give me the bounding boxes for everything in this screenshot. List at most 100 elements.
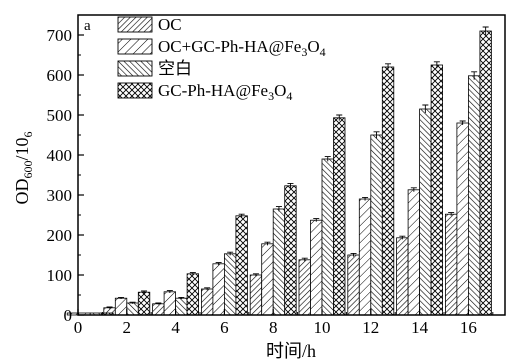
error-bar-3-5 — [336, 114, 343, 121]
error-bar-0-7 — [399, 235, 406, 240]
y-tick-label-1: 100 — [47, 266, 73, 285]
y-tick-label-6: 600 — [47, 66, 73, 85]
error-bar-3-8 — [482, 26, 489, 35]
bar-0-7 — [396, 237, 409, 316]
y-axis-ticks: 0 100 200 300 400 500 600 700 — [47, 26, 84, 325]
error-bar-3-7 — [433, 61, 440, 69]
error-bar-0-4 — [252, 273, 259, 277]
bar-0-3 — [200, 288, 214, 316]
y-tick-label-5: 500 — [47, 106, 73, 125]
bar-2-3 — [223, 253, 237, 316]
error-bar-3-3 — [238, 213, 245, 218]
bar-0-5 — [298, 259, 311, 316]
y-axis-title: OD600/106 — [12, 131, 35, 204]
legend-swatch-3 — [117, 82, 153, 99]
error-bar-2-6 — [373, 131, 380, 139]
legend-label-3: GC-Ph-HA@Fe3O4 — [158, 81, 292, 103]
error-bar-1-2 — [166, 290, 173, 293]
y-axis-title-main: OD — [12, 179, 32, 205]
legend-swatch-0 — [117, 16, 153, 33]
bar-2-6 — [370, 134, 383, 316]
legend-swatch-2 — [117, 60, 153, 77]
error-bar-2-5 — [324, 156, 331, 162]
bar-1-7 — [407, 189, 421, 316]
error-bar-1-5 — [313, 218, 320, 222]
x-tick-label-8: 16 — [460, 318, 477, 337]
error-bar-2-7 — [422, 104, 429, 113]
bar-3-6 — [381, 66, 395, 316]
y-tick-label-7: 700 — [47, 26, 73, 45]
error-bar-0-2 — [155, 302, 162, 305]
error-bar-3-6 — [385, 63, 392, 71]
legend-label-2: 空白 — [158, 59, 192, 78]
bar-2-7 — [419, 108, 432, 316]
bar-1-1 — [114, 297, 128, 316]
legend-swatch-1 — [117, 38, 153, 55]
bar-3-4 — [284, 185, 297, 316]
error-bar-0-6 — [350, 252, 357, 257]
panel-label: a — [84, 18, 91, 34]
error-bar-1-8 — [459, 120, 466, 125]
x-tick-label-2: 4 — [171, 318, 180, 337]
bar-0-2 — [152, 303, 165, 316]
y-tick-label-4: 400 — [47, 146, 73, 165]
bar-3-1 — [137, 291, 151, 316]
x-axis-title: 时间/h — [266, 341, 316, 360]
y-tick-label-3: 300 — [47, 186, 73, 205]
legend-label-1: OC+GC-Ph-HA@Fe3O4 — [158, 37, 326, 59]
x-axis-ticks: 0 2 4 6 8 10 12 14 16 — [74, 309, 494, 337]
bar-2-4 — [272, 208, 286, 316]
bar-2-1 — [126, 302, 139, 316]
x-tick-label-3: 6 — [220, 318, 229, 337]
bar-1-4 — [261, 243, 274, 316]
error-bars-layer — [106, 26, 489, 309]
error-bar-2-1 — [129, 301, 136, 304]
y-axis-title-sub: 600 — [21, 161, 35, 179]
y-tick-label-0: 0 — [64, 306, 73, 325]
error-bar-2-3 — [227, 251, 234, 256]
y-axis-title-tail: /10 — [12, 137, 32, 160]
x-tick-label-6: 12 — [362, 318, 379, 337]
error-bar-3-2 — [189, 272, 196, 275]
error-bar-0-1 — [106, 306, 113, 309]
bar-0-6 — [347, 254, 360, 316]
bar-3-3 — [235, 215, 248, 316]
bar-2-8 — [467, 75, 481, 316]
bar-3-2 — [186, 273, 200, 316]
x-tick-label-7: 14 — [411, 318, 429, 337]
x-tick-label-1: 2 — [123, 318, 132, 337]
bar-1-6 — [358, 198, 372, 316]
error-bar-0-3 — [204, 287, 211, 291]
error-bar-0-8 — [448, 212, 455, 216]
bar-1-3 — [212, 263, 225, 316]
bar-1-2 — [163, 291, 177, 316]
error-bar-2-4 — [275, 206, 282, 212]
x-tick-label-4: 8 — [269, 318, 278, 337]
bar-3-7 — [430, 64, 444, 316]
error-bar-2-2 — [178, 296, 185, 299]
error-bar-1-1 — [118, 296, 125, 299]
bar-0-8 — [444, 213, 458, 316]
bar-3-8 — [479, 30, 492, 316]
error-bar-1-7 — [410, 187, 417, 192]
bar-1-5 — [310, 219, 323, 316]
error-bar-3-4 — [287, 182, 294, 189]
bar-3-5 — [333, 117, 346, 316]
y-tick-label-2: 200 — [47, 226, 73, 245]
bar-0-4 — [249, 274, 263, 316]
bar-2-2 — [175, 297, 188, 316]
bar-1-8 — [456, 122, 469, 316]
error-bar-1-4 — [264, 241, 271, 246]
error-bar-1-6 — [362, 196, 369, 201]
error-bar-0-5 — [301, 257, 308, 262]
plot-frame — [77, 14, 506, 316]
x-tick-label-5: 10 — [314, 318, 331, 337]
error-bar-3-1 — [141, 290, 148, 294]
bar-2-5 — [321, 158, 334, 316]
legend-label-0: OC — [158, 15, 182, 34]
error-bar-2-8 — [471, 71, 478, 80]
y-axis-title-tail-sub: 6 — [21, 131, 35, 137]
x-tick-label-0: 0 — [74, 318, 83, 337]
